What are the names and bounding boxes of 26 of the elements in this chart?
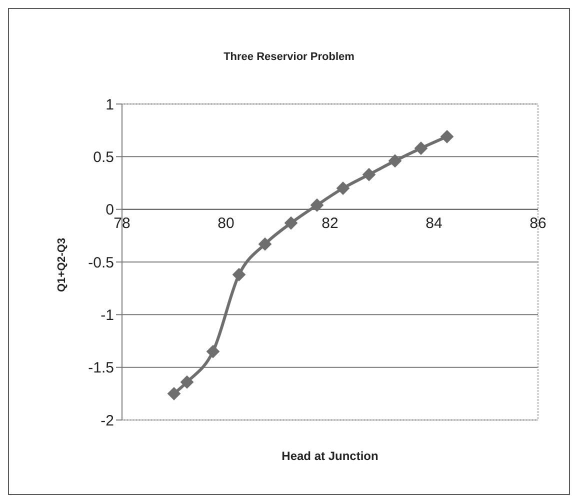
y-tick-label: 0 <box>106 202 114 219</box>
x-axis-title: Head at Junction <box>280 449 380 463</box>
x-tick-label: 84 <box>426 214 442 232</box>
point <box>284 216 298 230</box>
y-tick-label: -1 <box>100 306 114 324</box>
y-axis-title: Q1+Q2-Q3 <box>56 238 68 292</box>
y-tick-label: 1 <box>106 96 114 114</box>
point <box>414 142 428 155</box>
point <box>440 130 454 144</box>
point <box>362 168 376 182</box>
point <box>232 268 246 282</box>
point <box>310 198 324 212</box>
y-tick-label: -2 <box>100 412 114 430</box>
point <box>168 387 180 400</box>
point <box>336 182 350 195</box>
y-tick-label: 0.5 <box>93 148 114 166</box>
chart-title: Three Reservior Problem <box>222 51 356 63</box>
x-tick-label: 80 <box>218 214 234 232</box>
x-tick-label: 86 <box>530 214 546 232</box>
point <box>206 345 220 358</box>
point <box>258 238 272 251</box>
point <box>388 154 402 168</box>
y-tick-label: -1.5 <box>88 360 114 377</box>
x-tick-label: 82 <box>322 214 338 232</box>
y-tick-label: -0.5 <box>88 254 114 272</box>
point <box>180 376 194 389</box>
